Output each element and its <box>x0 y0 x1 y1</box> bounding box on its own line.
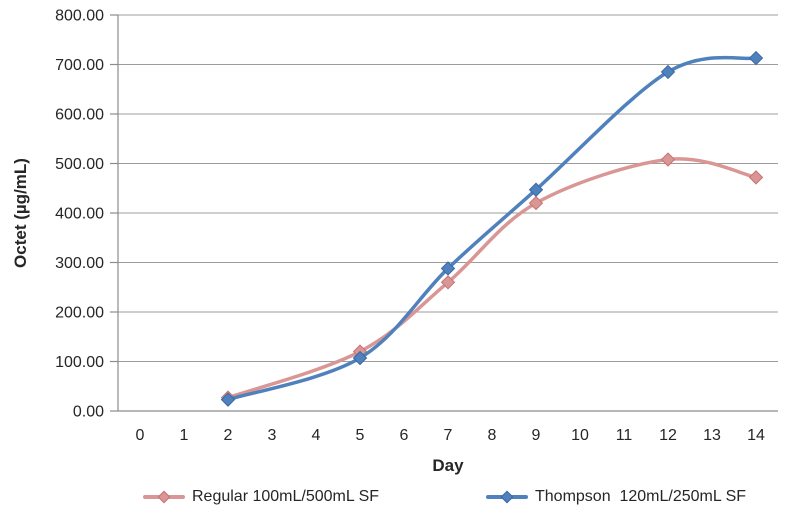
x-tick-label: 8 <box>488 427 497 444</box>
legend-item-thompson: Thompson 120mL/250mL SF <box>486 487 746 507</box>
y-tick-label: 700.00 <box>55 57 104 74</box>
legend-label-thompson: Thompson 120mL/250mL SF <box>535 488 747 505</box>
legend-item-regular: Regular 100mL/500mL SF <box>143 487 379 507</box>
data-point-marker <box>748 170 764 185</box>
y-tick-label: 200.00 <box>55 305 104 322</box>
y-tick-label: 800.00 <box>55 8 104 25</box>
data-point-marker <box>220 392 236 407</box>
series-regular <box>220 152 764 405</box>
data-point-marker <box>528 182 544 197</box>
x-tick-label: 7 <box>444 427 453 444</box>
x-tick-label: 3 <box>268 427 277 444</box>
x-tick-label: 12 <box>659 427 677 444</box>
axes <box>117 15 778 412</box>
y-tick-label: 100.00 <box>55 354 104 371</box>
gridlines <box>110 14 778 412</box>
y-tick-label: 500.00 <box>55 156 104 173</box>
diamond-marker-icon <box>157 490 171 504</box>
x-tick-label: 14 <box>747 427 765 444</box>
x-tick-label: 0 <box>136 427 145 444</box>
data-point-marker <box>352 350 368 366</box>
y-tick-label: 400.00 <box>55 206 104 223</box>
data-point-marker <box>660 152 676 167</box>
x-tick-label: 1 <box>180 427 189 444</box>
y-tick-label: 300.00 <box>55 255 104 272</box>
legend-marker-thompson-icon <box>486 489 528 505</box>
legend-marker-regular-icon <box>143 489 185 505</box>
x-tick-label: 4 <box>312 427 321 444</box>
diamond-marker-icon <box>500 490 514 504</box>
data-point-marker <box>440 275 456 290</box>
legend-label-regular: Regular 100mL/500mL SF <box>192 488 380 505</box>
y-tick-label: 600.00 <box>55 107 104 124</box>
x-tick-label: 6 <box>400 427 409 444</box>
y-tick-label: 0.00 <box>73 404 104 421</box>
x-tick-label: 5 <box>356 427 365 444</box>
x-tick-label: 11 <box>616 427 633 444</box>
x-axis-title: Day <box>432 456 464 475</box>
x-tick-label: 9 <box>532 427 541 444</box>
data-point-marker <box>528 195 544 211</box>
data-point-marker <box>440 261 456 276</box>
x-tick-labels: 0 1 2 3 4 5 6 7 8 9 10 11 12 13 14 <box>136 427 765 444</box>
series-thompson <box>220 50 764 407</box>
series-line <box>226 55 758 402</box>
y-tick-labels: 0.00 100.00 200.00 300.00 400.00 500.00 600.00… <box>55 8 104 421</box>
data-point-marker <box>660 64 676 80</box>
data-point-marker <box>748 50 764 66</box>
x-tick-label: 10 <box>571 427 589 444</box>
y-axis-title: Octet (µg/mL) <box>11 158 30 268</box>
x-tick-label: 13 <box>703 427 721 444</box>
x-tick-label: 2 <box>224 427 233 444</box>
